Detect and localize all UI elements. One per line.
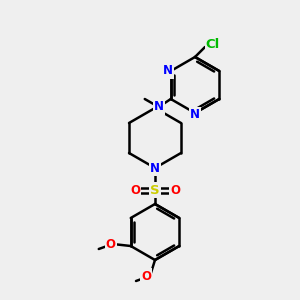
- Text: O: O: [106, 238, 116, 250]
- Text: Cl: Cl: [206, 38, 220, 52]
- Text: N: N: [190, 109, 200, 122]
- Text: O: O: [141, 269, 151, 283]
- Text: O: O: [170, 184, 180, 196]
- Text: O: O: [130, 184, 140, 196]
- Text: N: N: [154, 100, 164, 113]
- Text: N: N: [150, 161, 160, 175]
- Text: S: S: [150, 184, 160, 196]
- Text: N: N: [163, 64, 173, 77]
